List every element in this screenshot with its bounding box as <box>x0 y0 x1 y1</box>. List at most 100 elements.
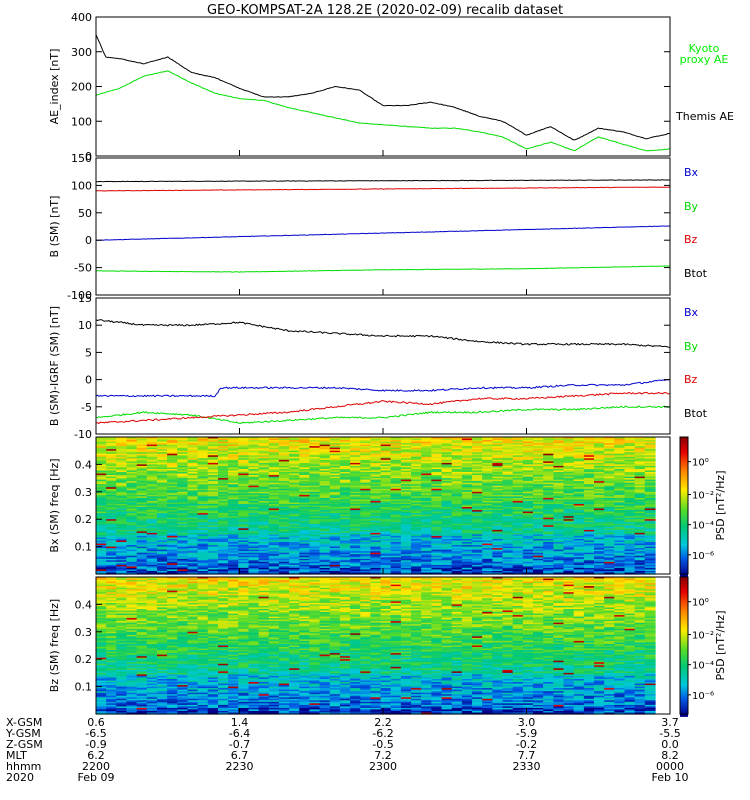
heatmap-cell <box>106 545 117 548</box>
heatmap-cell <box>136 567 148 570</box>
heatmap-cell <box>126 444 138 447</box>
heatmap-cell <box>218 519 229 522</box>
heatmap-cell <box>218 470 229 473</box>
heatmap-cell <box>177 522 189 525</box>
series-line-bx <box>95 179 671 183</box>
heatmap-cell <box>187 446 199 449</box>
heatmap-cell <box>177 485 189 488</box>
heatmap-cell <box>136 484 148 487</box>
heatmap-cell <box>197 564 209 567</box>
heatmap-cell <box>96 481 107 484</box>
heatmap-cell <box>96 497 107 500</box>
heatmap-cell <box>136 459 148 462</box>
heatmap-cell <box>177 467 189 470</box>
heatmap-cell <box>207 531 219 534</box>
heatmap-cell <box>177 557 189 560</box>
heatmap-cell <box>207 516 219 519</box>
heatmap-cell <box>116 441 128 444</box>
heatmap-cell <box>157 548 168 551</box>
heatmap-cell <box>146 455 158 458</box>
heatmap-cell <box>96 571 107 574</box>
heatmap-cell <box>116 542 128 545</box>
heatmap-cell <box>177 491 189 494</box>
heatmap-cell <box>218 532 229 535</box>
heatmap-cell <box>136 493 148 496</box>
heatmap-cell <box>187 546 199 549</box>
heatmap-cell <box>187 497 199 500</box>
heatmap-cell <box>136 528 148 531</box>
heatmap-cell <box>157 476 168 479</box>
heatmap-cell <box>106 546 117 549</box>
heatmap-cell <box>116 456 128 459</box>
heatmap-cell <box>157 497 168 500</box>
heatmap-cell <box>96 543 107 546</box>
heatmap-cell <box>187 502 199 505</box>
heatmap-cell <box>146 549 158 552</box>
heatmap-cell <box>146 571 158 574</box>
heatmap-cell <box>167 487 178 490</box>
heatmap-cell <box>167 447 178 450</box>
heatmap-cell <box>116 520 128 523</box>
heatmap-cell <box>197 522 209 525</box>
heatmap-cell <box>157 542 168 545</box>
heatmap-cell <box>116 564 128 567</box>
heatmap-cell <box>218 449 229 452</box>
heatmap-cell <box>207 488 219 491</box>
heatmap-cell <box>96 546 107 549</box>
heatmap-cell <box>187 478 199 481</box>
heatmap-cell <box>167 472 178 475</box>
heatmap-cell <box>177 510 189 513</box>
heatmap-cell <box>218 520 229 523</box>
heatmap-cell <box>167 461 178 464</box>
heatmap-cell <box>116 505 128 508</box>
heatmap-cell <box>218 464 229 467</box>
heatmap-cell <box>197 496 209 499</box>
heatmap-cell <box>197 534 209 537</box>
heatmap-cell <box>207 481 219 484</box>
heatmap-cell <box>146 528 158 531</box>
heatmap-cell <box>116 554 128 557</box>
heatmap-cell <box>187 508 199 511</box>
heatmap-cell <box>197 510 209 513</box>
heatmap-cell <box>187 543 199 546</box>
heatmap-cell <box>106 462 117 465</box>
heatmap-cell <box>187 519 199 522</box>
heatmap-cell <box>167 470 178 473</box>
heatmap-cell <box>218 540 229 543</box>
heatmap-cell <box>136 522 148 525</box>
heatmap-cell <box>177 504 189 507</box>
heatmap-cell <box>187 467 199 470</box>
heatmap-cell <box>146 564 158 567</box>
heatmap-cell <box>96 561 107 564</box>
heatmap-cell <box>177 450 189 453</box>
heatmap-cell <box>106 539 117 542</box>
heatmap-cell <box>157 543 168 546</box>
heatmap-cell <box>207 475 219 478</box>
heatmap-cell <box>106 461 117 464</box>
heatmap-cell <box>218 507 229 510</box>
heatmap-cell <box>116 543 128 546</box>
heatmap-cell <box>116 455 128 458</box>
heatmap-cell <box>207 446 219 449</box>
heatmap-cell <box>126 504 138 507</box>
heatmap-cell <box>157 447 168 450</box>
legend-label: Btot <box>684 407 708 420</box>
heatmap-cell <box>177 534 189 537</box>
heatmap-cell <box>96 484 107 487</box>
heatmap-cell <box>167 546 178 549</box>
heatmap-cell <box>116 462 128 465</box>
heatmap-cell <box>116 459 128 462</box>
heatmap-cell <box>177 461 189 464</box>
heatmap-cell <box>197 508 209 511</box>
heatmap-cell <box>96 539 107 542</box>
heatmap-cell <box>126 522 138 525</box>
heatmap-cell <box>106 472 117 475</box>
y-tick-label: 150 <box>71 152 92 165</box>
heatmap-cell <box>126 513 138 516</box>
heatmap-cell <box>116 464 128 467</box>
heatmap-cell <box>167 520 178 523</box>
heatmap-cell <box>177 508 189 511</box>
heatmap-cell <box>187 558 199 561</box>
heatmap-cell <box>96 529 107 532</box>
heatmap-cell <box>197 507 209 510</box>
